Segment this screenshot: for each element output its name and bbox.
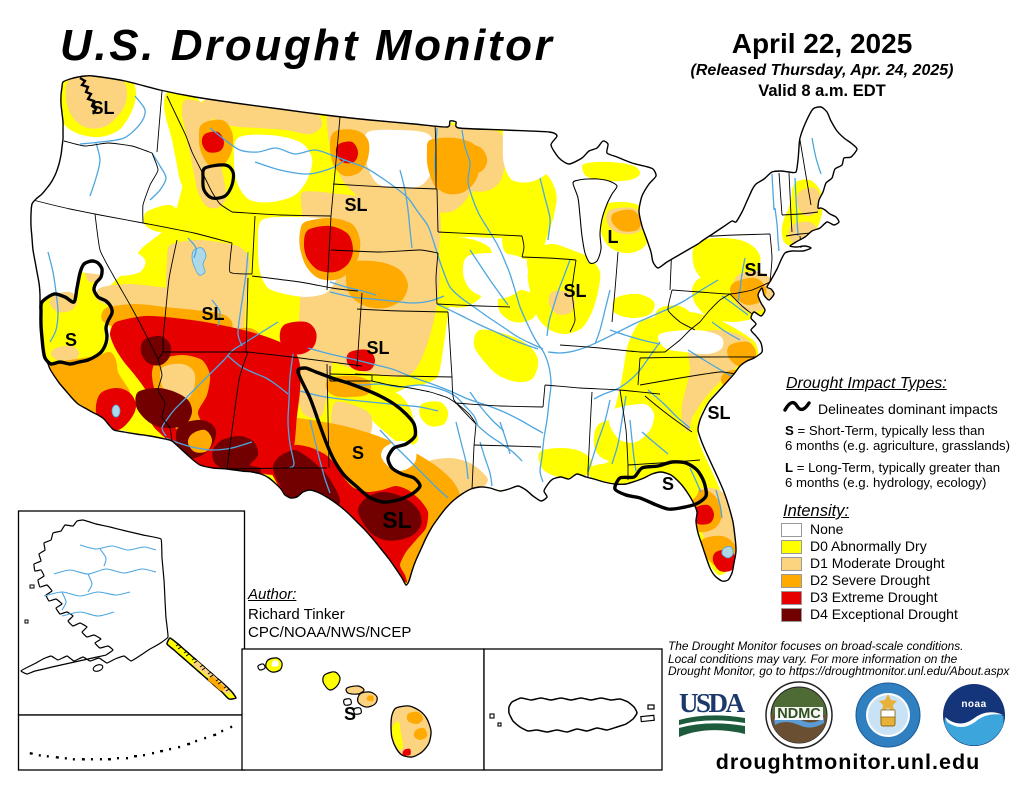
svg-text:SL: SL (563, 281, 586, 301)
svg-text:S: S (352, 443, 364, 463)
svg-text:SL: SL (707, 403, 730, 423)
svg-text:SL: SL (91, 98, 114, 118)
svg-text:S: S (662, 474, 674, 494)
svg-text:noaa: noaa (961, 699, 986, 710)
svg-text:S: S (65, 330, 77, 350)
svg-text:SL: SL (201, 304, 224, 324)
svg-text:USDA: USDA (679, 690, 746, 718)
svg-text:SL: SL (344, 195, 367, 215)
svg-text:L: L (608, 227, 619, 247)
svg-text:NDMC: NDMC (777, 706, 821, 722)
svg-text:SL: SL (366, 338, 389, 358)
svg-text:S: S (344, 704, 356, 724)
svg-text:SL: SL (382, 507, 411, 533)
svg-text:SL: SL (744, 260, 767, 280)
